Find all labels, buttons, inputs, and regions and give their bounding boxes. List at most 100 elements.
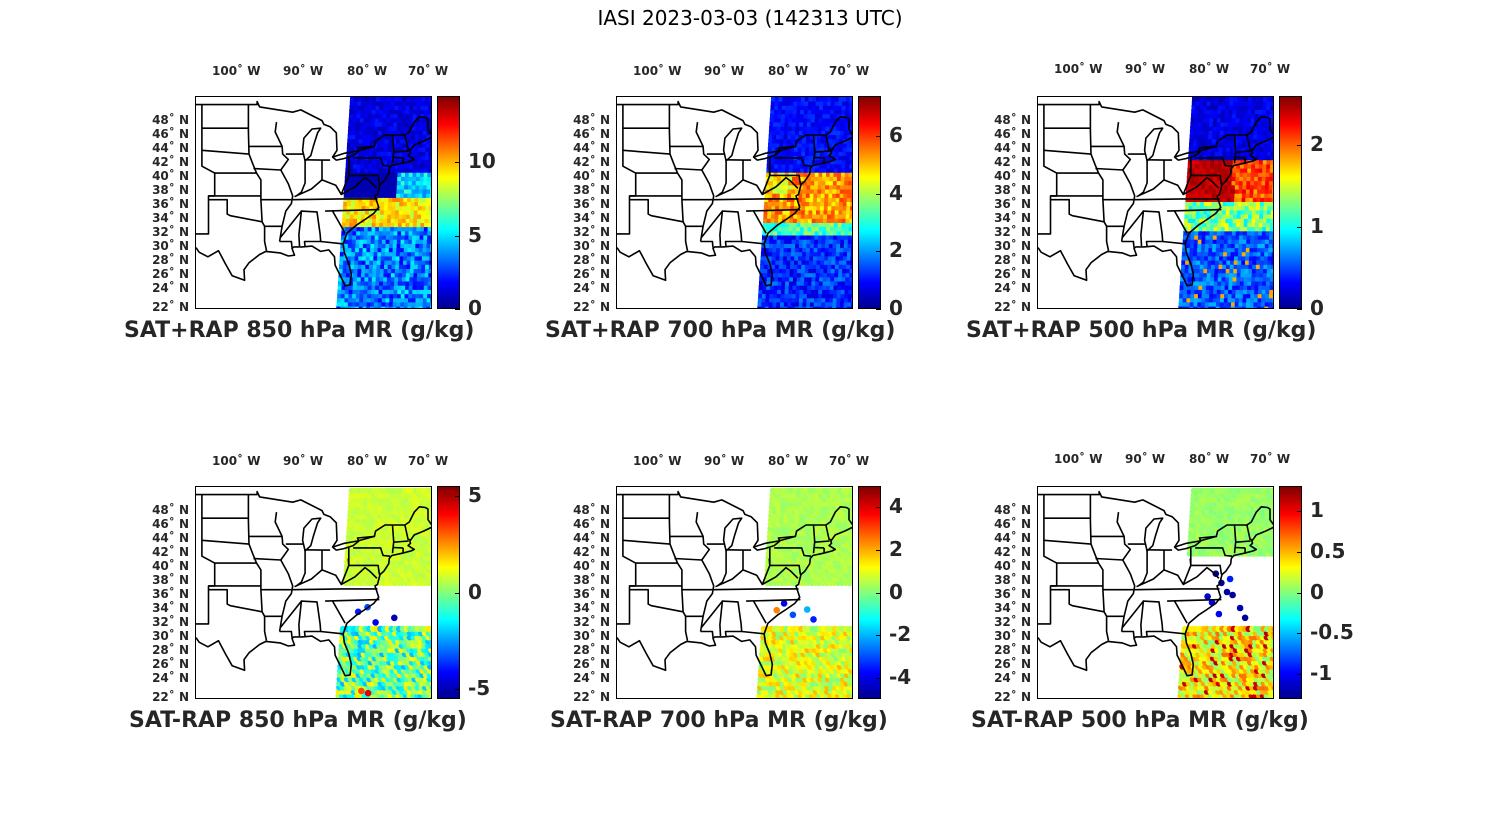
panel-title: SAT-RAP 700 hPa MR (g/kg) [550, 708, 888, 733]
map-canvas [617, 97, 852, 308]
colorbar-tick-mark [455, 235, 460, 237]
latitude-label: 44˚ N [152, 530, 189, 545]
latitude-label: 34˚ N [152, 600, 189, 615]
colorbar-tick-mark [1297, 145, 1302, 147]
colorbar-tick-mark [876, 507, 881, 509]
latitude-label: 40˚ N [573, 558, 610, 573]
panel-title: SAT-RAP 850 hPa MR (g/kg) [129, 708, 467, 733]
colorbar-tick-label: 1 [1310, 497, 1324, 522]
colorbar-tick-mark [1297, 633, 1302, 635]
latitude-label: 24˚ N [152, 670, 189, 685]
longitude-label: 70˚ W [408, 64, 449, 78]
colorbar-tick-mark [876, 592, 881, 594]
latitude-label: 44˚ N [994, 530, 1031, 545]
satellite-swath [335, 487, 431, 698]
latitude-label: 30˚ N [152, 238, 189, 253]
latitude-label: 40˚ N [994, 558, 1031, 573]
latitude-label: 26˚ N [573, 266, 610, 281]
colorbar-tick-mark [876, 309, 881, 310]
latitude-label: 22˚ N [152, 300, 189, 314]
state-boundaries [617, 100, 852, 287]
latitude-label: 24˚ N [994, 670, 1031, 685]
satellite-swath [1177, 487, 1273, 698]
latitude-label: 40˚ N [573, 168, 610, 183]
latitude-label: 44˚ N [994, 140, 1031, 155]
latitude-label: 30˚ N [573, 238, 610, 253]
colorbar-tick-label: -5 [468, 676, 491, 701]
longitude-label: 90˚ W [704, 454, 745, 468]
latitude-label: 46˚ N [573, 516, 610, 531]
latitude-label: 22˚ N [573, 690, 610, 704]
longitude-label: 100˚ W [633, 64, 682, 78]
colorbar-tick-label: 4 [889, 180, 903, 205]
latitude-label: 36˚ N [573, 586, 610, 601]
longitude-label: 90˚ W [283, 454, 324, 468]
latitude-label: 46˚ N [994, 516, 1031, 531]
longitude-label: 70˚ W [829, 454, 870, 468]
latitude-label: 30˚ N [994, 628, 1031, 643]
latitude-label: 22˚ N [994, 690, 1031, 704]
colorbar-tick-label: 0 [468, 579, 482, 604]
latitude-label: 24˚ N [994, 280, 1031, 295]
latitude-label: 30˚ N [994, 238, 1031, 253]
latitude-label: 38˚ N [152, 572, 189, 587]
latitude-label: 42˚ N [994, 154, 1031, 169]
colorbar-tick-label: 10 [468, 149, 496, 174]
colorbar-tick-mark [1297, 551, 1302, 553]
map-plot-area [195, 96, 432, 309]
latitude-label: 42˚ N [152, 544, 189, 559]
latitude-label: 30˚ N [573, 628, 610, 643]
latitude-label: 26˚ N [994, 656, 1031, 671]
colorbar-tick-label: 2 [889, 536, 903, 561]
longitude-label: 70˚ W [829, 64, 870, 78]
map-canvas [617, 487, 852, 698]
colorbar [1279, 96, 1302, 309]
latitude-label: 32˚ N [152, 614, 189, 629]
latitude-label: 46˚ N [994, 126, 1031, 141]
colorbar-tick-label: 1 [1310, 214, 1324, 239]
colorbar-tick-mark [876, 549, 881, 551]
latitude-label: 46˚ N [152, 516, 189, 531]
colorbar-tick-mark [455, 162, 460, 164]
latitude-label: 44˚ N [573, 140, 610, 155]
latitude-label: 24˚ N [573, 280, 610, 295]
latitude-label: 28˚ N [573, 252, 610, 267]
latitude-label: 22˚ N [573, 300, 610, 314]
satellite-swath [336, 97, 431, 308]
colorbar-tick-mark [1297, 674, 1302, 676]
latitude-label: 46˚ N [152, 126, 189, 141]
latitude-label: 36˚ N [152, 196, 189, 211]
latitude-label: 34˚ N [994, 210, 1031, 225]
colorbar-tick-label: 4 [889, 494, 903, 519]
longitude-label: 70˚ W [408, 454, 449, 468]
colorbar-tick-label: -4 [889, 664, 912, 689]
colorbar-tick-label: -2 [889, 622, 912, 647]
colorbar-tick-label: 0 [889, 579, 903, 604]
colorbar-tick-label: 5 [468, 482, 482, 507]
colorbar-tick-mark [1297, 227, 1302, 229]
latitude-label: 32˚ N [573, 224, 610, 239]
colorbar-tick-label: 5 [468, 222, 482, 247]
latitude-label: 48˚ N [994, 502, 1031, 517]
latitude-label: 28˚ N [994, 642, 1031, 657]
longitude-label: 70˚ W [1250, 452, 1291, 466]
latitude-label: 28˚ N [152, 642, 189, 657]
latitude-label: 34˚ N [573, 600, 610, 615]
colorbar-tick-label: 2 [889, 238, 903, 263]
colorbar-tick-label: 0 [1310, 296, 1324, 320]
longitude-label: 80˚ W [1189, 452, 1230, 466]
latitude-label: 22˚ N [152, 690, 189, 704]
latitude-label: 40˚ N [152, 168, 189, 183]
latitude-label: 26˚ N [152, 656, 189, 671]
latitude-label: 24˚ N [152, 280, 189, 295]
colorbar-tick-mark [455, 689, 460, 691]
latitude-label: 28˚ N [152, 252, 189, 267]
longitude-label: 80˚ W [768, 64, 809, 78]
latitude-label: 46˚ N [573, 126, 610, 141]
longitude-label: 100˚ W [212, 454, 261, 468]
map-plot-area [1037, 96, 1274, 309]
latitude-label: 38˚ N [152, 182, 189, 197]
longitude-label: 90˚ W [1125, 62, 1166, 76]
latitude-label: 34˚ N [994, 600, 1031, 615]
latitude-label: 26˚ N [573, 656, 610, 671]
